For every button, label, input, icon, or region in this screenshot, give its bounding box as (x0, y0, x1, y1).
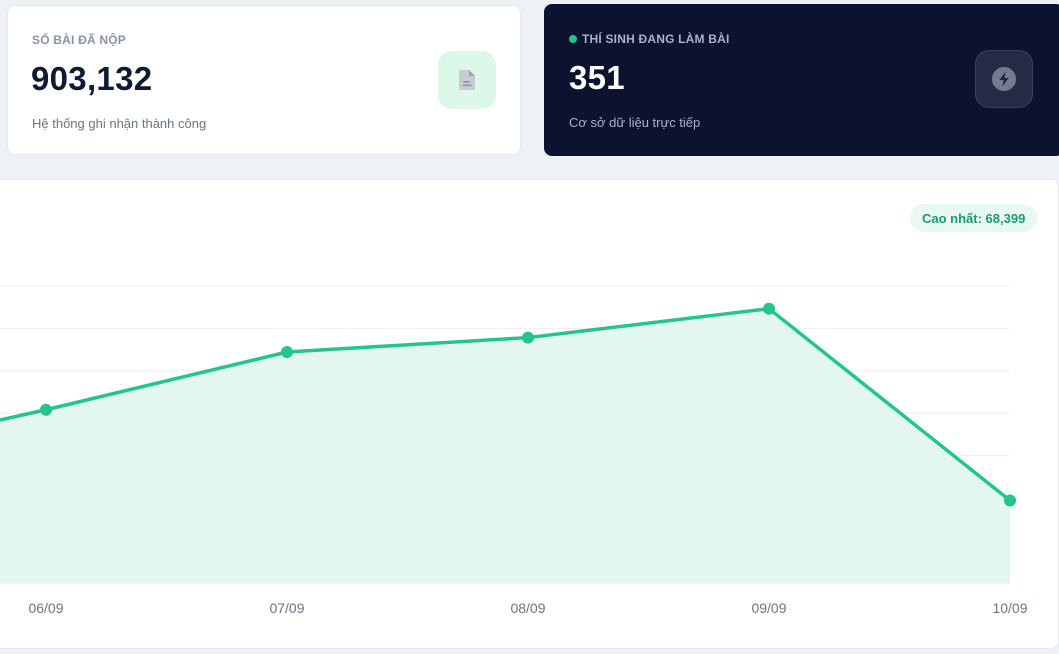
x-tick-label: 08/09 (510, 600, 545, 616)
chart-points (40, 302, 1016, 507)
page-bottom-strip (0, 649, 1059, 654)
chart-x-axis: 06/09 07/09 08/09 09/09 10/09 (28, 600, 1027, 616)
document-icon (438, 51, 496, 109)
live-candidates-subtitle: Cơ sở dữ liệu trực tiếp (569, 115, 701, 130)
submissions-label: SỐ BÀI ĐÃ NỘP (32, 33, 126, 47)
live-candidates-value: 351 (569, 59, 625, 96)
x-tick-label: 07/09 (269, 600, 304, 616)
live-candidates-label-text: THÍ SINH ĐANG LÀM BÀI (582, 32, 730, 46)
chart-point-10-09[interactable] (1004, 494, 1016, 507)
peak-value-text: Cao nhất: 68,399 (922, 210, 1026, 226)
x-tick-label: 09/09 (751, 600, 786, 616)
x-tick-label: 10/09 (992, 600, 1027, 616)
live-candidates-stat-card: THÍ SINH ĐANG LÀM BÀI 351 Cơ sở dữ liệu … (544, 4, 1059, 156)
chart-series-line (0, 306, 1012, 502)
chart-area-fill (0, 308, 1010, 583)
submissions-subtitle: Hệ thống ghi nhận thành công (32, 116, 207, 131)
chart-point-09-09[interactable] (763, 302, 775, 315)
peak-value-badge: Cao nhất: 68,399 (910, 204, 1038, 232)
submissions-stat-card: SỐ BÀI ĐÃ NỘP 903,132 Hệ thống ghi nhận … (7, 5, 521, 155)
live-candidates-label: THÍ SINH ĐANG LÀM BÀI (569, 32, 730, 46)
chart-point-07-09[interactable] (281, 346, 293, 358)
chart-point-06-09[interactable] (40, 403, 52, 416)
lightning-icon (975, 50, 1033, 108)
live-status-dot (569, 35, 577, 43)
x-tick-label: 06/09 (28, 600, 63, 616)
chart-point-08-09[interactable] (522, 331, 534, 344)
submissions-value: 903,132 (31, 60, 153, 97)
